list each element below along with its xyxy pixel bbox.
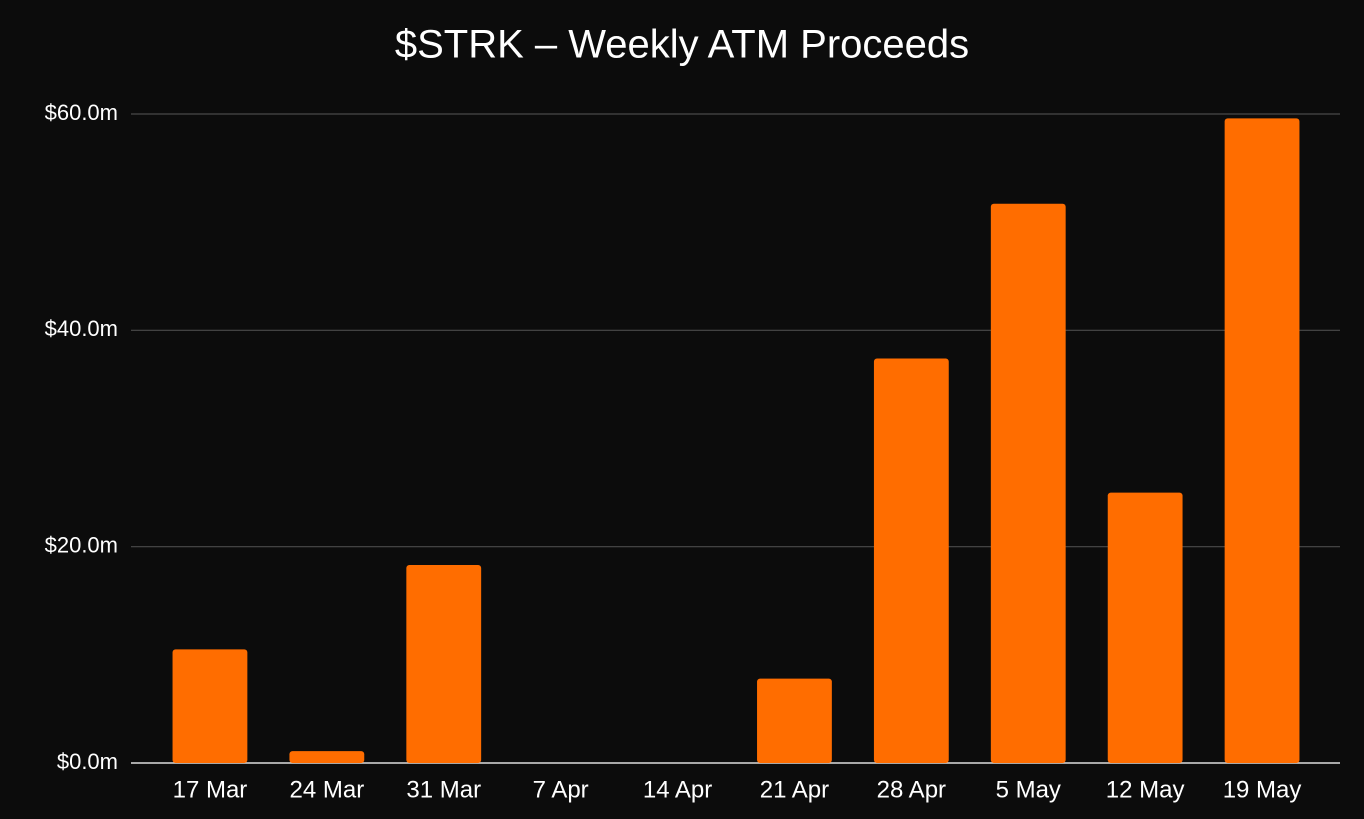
y-tick-label: $60.0m [45,100,118,125]
x-tick-label: 31 Mar [406,776,481,803]
bar [406,565,482,763]
y-tick-label: $40.0m [45,316,118,341]
bar [757,678,832,763]
x-tick-label: 28 Apr [877,776,946,803]
y-tick-label: $0.0m [57,749,118,774]
x-tick-label: 14 Apr [643,776,712,803]
bar [172,649,248,763]
bar [990,203,1066,764]
x-tick-label: 17 Mar [173,776,248,803]
bar [1224,118,1300,764]
x-tick-label: 24 Mar [289,776,364,803]
y-tick-label: $20.0m [45,532,118,557]
bar [289,751,365,763]
bar [1107,492,1183,763]
x-tick-label: 21 Apr [760,776,829,803]
x-tick-label: 12 May [1106,776,1185,803]
x-tick-label: 19 May [1223,776,1302,803]
bar [873,358,949,763]
chart-title: $STRK – Weekly ATM Proceeds [395,23,969,67]
x-tick-label: 5 May [996,776,1061,803]
x-tick-label: 7 Apr [533,776,589,803]
